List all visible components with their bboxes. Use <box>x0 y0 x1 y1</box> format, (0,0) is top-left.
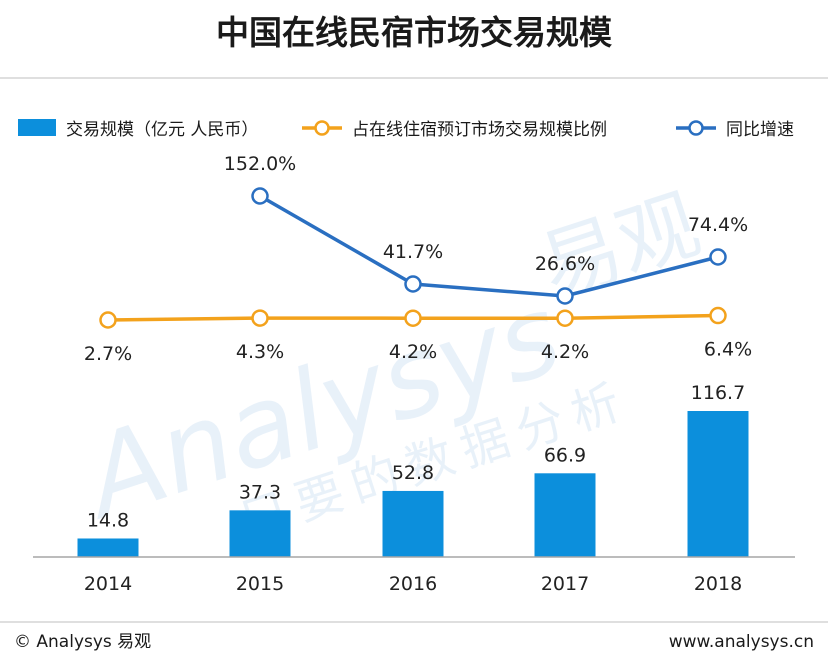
x-tick-label-2014: 2014 <box>84 573 132 595</box>
footer-copyright: © Analysys 易观 <box>14 632 151 652</box>
bar-transaction-scale-2017 <box>534 473 596 557</box>
bar-value-label-2016: 52.8 <box>392 462 434 484</box>
x-axis-ticks: 2014 2015 2016 2017 2018 <box>84 573 742 595</box>
bar-value-label-2017: 66.9 <box>544 444 586 466</box>
label-yoy-growth-2015: 152.0% <box>224 153 296 175</box>
x-tick-label-2017: 2017 <box>541 573 589 595</box>
line-yoy-growth <box>259 194 719 298</box>
point-yoy-growth-2018 <box>709 248 727 266</box>
point-yoy-growth-2016 <box>404 275 422 293</box>
x-tick-label-2016: 2016 <box>389 573 437 595</box>
label-market-share-2017: 4.2% <box>541 341 589 363</box>
legend: 交易规模（亿元 人民币） 占在线住宿预订市场交易规模比例 同比增速 <box>18 119 794 140</box>
legend-label-market-share: 占在线住宿预订市场交易规模比例 <box>352 120 607 140</box>
bar-transaction-scale-2014 <box>77 538 139 557</box>
label-market-share-2015: 4.3% <box>236 341 284 363</box>
bar-transaction-scale-2018 <box>687 411 749 557</box>
label-yoy-growth-2016: 41.7% <box>383 241 443 263</box>
legend-label-transaction-scale: 交易规模（亿元 人民币） <box>66 120 258 140</box>
bar-value-label-2014: 14.8 <box>87 509 129 531</box>
label-market-share-2016: 4.2% <box>389 341 437 363</box>
chart-title: 中国在线民宿市场交易规模 <box>216 13 613 52</box>
label-market-share-2018: 6.4% <box>704 339 752 361</box>
point-yoy-growth-2017 <box>556 287 574 305</box>
legend-swatch-transaction-scale <box>18 119 56 136</box>
bar-value-label-2018: 116.7 <box>691 382 745 404</box>
point-market-share-2016 <box>404 309 422 327</box>
legend-marker-yoy-growth <box>688 120 704 136</box>
point-market-share-2015 <box>251 309 269 327</box>
label-yoy-growth-2017: 26.6% <box>535 253 595 275</box>
legend-label-yoy-growth: 同比增速 <box>726 120 794 140</box>
legend-marker-market-share <box>314 120 330 136</box>
label-yoy-growth-2018: 74.4% <box>688 214 748 236</box>
plot-area: 14.8 37.3 52.8 66.9 116.7 2.7% 4.3% 4.2% 4.2% 6.4… <box>77 153 752 557</box>
x-tick-label-2015: 2015 <box>236 573 284 595</box>
bar-transaction-scale-2015 <box>229 510 291 557</box>
point-market-share-2014 <box>99 311 117 329</box>
bar-value-label-2015: 37.3 <box>239 481 281 503</box>
point-market-share-2017 <box>556 309 574 327</box>
footer-url: www.analysys.cn <box>669 632 814 652</box>
point-market-share-2018 <box>709 306 727 325</box>
label-market-share-2014: 2.7% <box>84 343 132 365</box>
point-yoy-growth-2015 <box>251 187 269 205</box>
x-tick-label-2018: 2018 <box>694 573 742 595</box>
bar-transaction-scale-2016 <box>382 490 444 557</box>
